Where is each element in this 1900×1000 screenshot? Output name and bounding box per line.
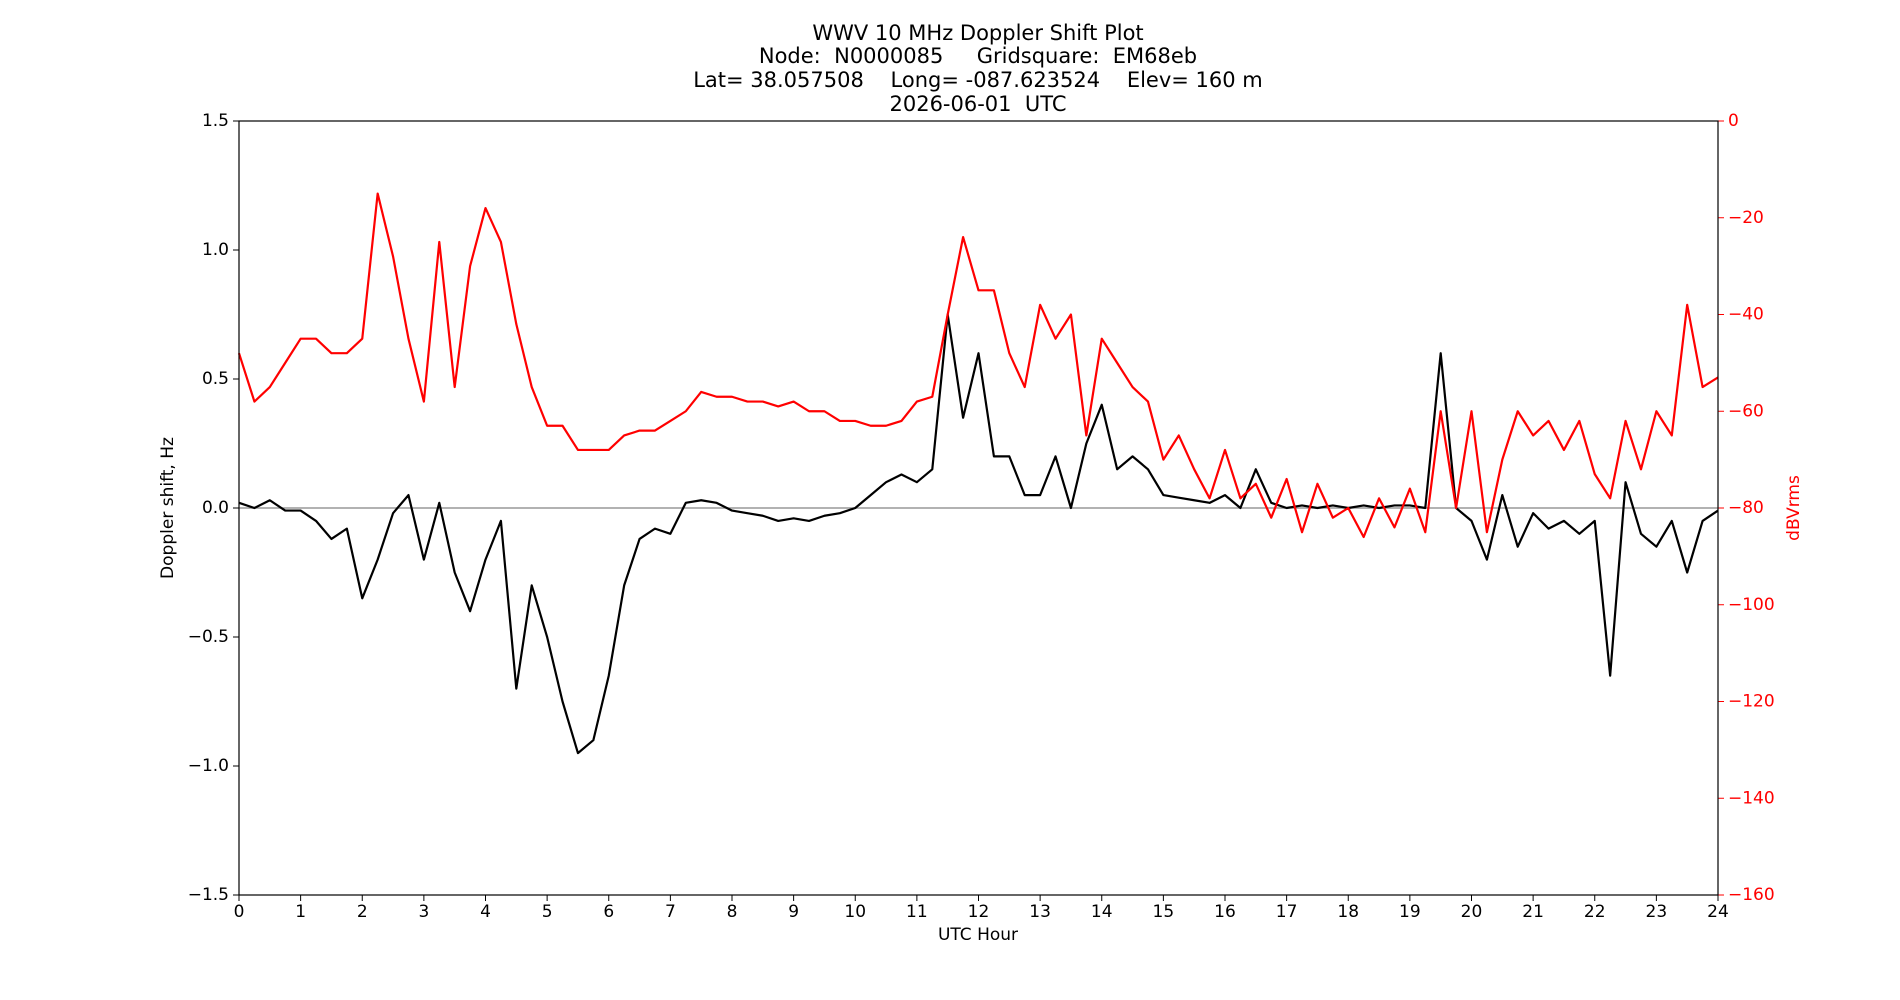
x-tick-label: 13 (1029, 902, 1051, 922)
x-tick-label: 20 (1461, 902, 1483, 922)
x-tick-label: 2 (357, 902, 368, 922)
x-tick-label: 24 (1707, 902, 1729, 922)
y-tick-label: 1.0 (202, 240, 229, 260)
y-tick-label: −1.5 (188, 885, 229, 905)
x-tick-label: 1 (295, 902, 306, 922)
series-line (237, 192, 1719, 539)
x-tick-label: 23 (1646, 902, 1668, 922)
x-tick-label: 0 (234, 902, 245, 922)
x-tick-label: 22 (1584, 902, 1606, 922)
x-tick-label: 15 (1153, 902, 1175, 922)
y2-tick-label: 0 (1728, 111, 1739, 131)
y2-tick-label: −60 (1728, 401, 1764, 421)
x-tick-label: 8 (727, 902, 738, 922)
plot-frame (238, 120, 1719, 896)
x-tick-label: 18 (1337, 902, 1359, 922)
x-tick-label: 6 (603, 902, 614, 922)
x-tick-label: 7 (665, 902, 676, 922)
x-axis-label: UTC Hour (938, 925, 1018, 945)
x-tick-label: 4 (480, 902, 491, 922)
x-tick-label: 16 (1214, 902, 1236, 922)
y2-axis-label: dBVrms (1784, 475, 1804, 541)
series-line (238, 313, 1719, 755)
y2-tick-label: −120 (1728, 692, 1775, 712)
chart-subtitle: 2026-06-01 UTC (889, 92, 1066, 116)
x-tick-label: 11 (906, 902, 928, 922)
y-tick-label: 0.5 (202, 369, 229, 389)
y2-tick-label: −40 (1728, 305, 1764, 325)
x-tick-label: 10 (844, 902, 866, 922)
y-tick-label: 1.5 (202, 111, 229, 131)
chart-subtitle: Node: N0000085 Gridsquare: EM68eb (759, 44, 1197, 68)
y2-tick-label: −160 (1728, 885, 1775, 905)
y2-tick-label: −80 (1728, 498, 1764, 518)
y2-tick-label: −140 (1728, 788, 1775, 808)
y2-tick-label: −20 (1728, 208, 1764, 228)
x-tick-label: 21 (1522, 902, 1544, 922)
y2-tick-label: −100 (1728, 595, 1775, 615)
y-tick-label: −1.0 (188, 756, 229, 776)
x-tick-label: 9 (788, 902, 799, 922)
x-tick-label: 19 (1399, 902, 1421, 922)
x-tick-label: 3 (418, 902, 429, 922)
x-tick-label: 17 (1276, 902, 1298, 922)
y-tick-label: −0.5 (188, 627, 229, 647)
chart-subtitle: Lat= 38.057508 Long= -087.623524 Elev= 1… (693, 68, 1263, 92)
x-tick-label: 12 (968, 902, 990, 922)
x-tick-label: 5 (542, 902, 553, 922)
x-tick-label: 14 (1091, 902, 1113, 922)
y-tick-label: 0.0 (202, 498, 229, 518)
chart-title: WWV 10 MHz Doppler Shift Plot (812, 21, 1143, 45)
y-axis-label: Doppler shift, Hz (158, 437, 178, 579)
